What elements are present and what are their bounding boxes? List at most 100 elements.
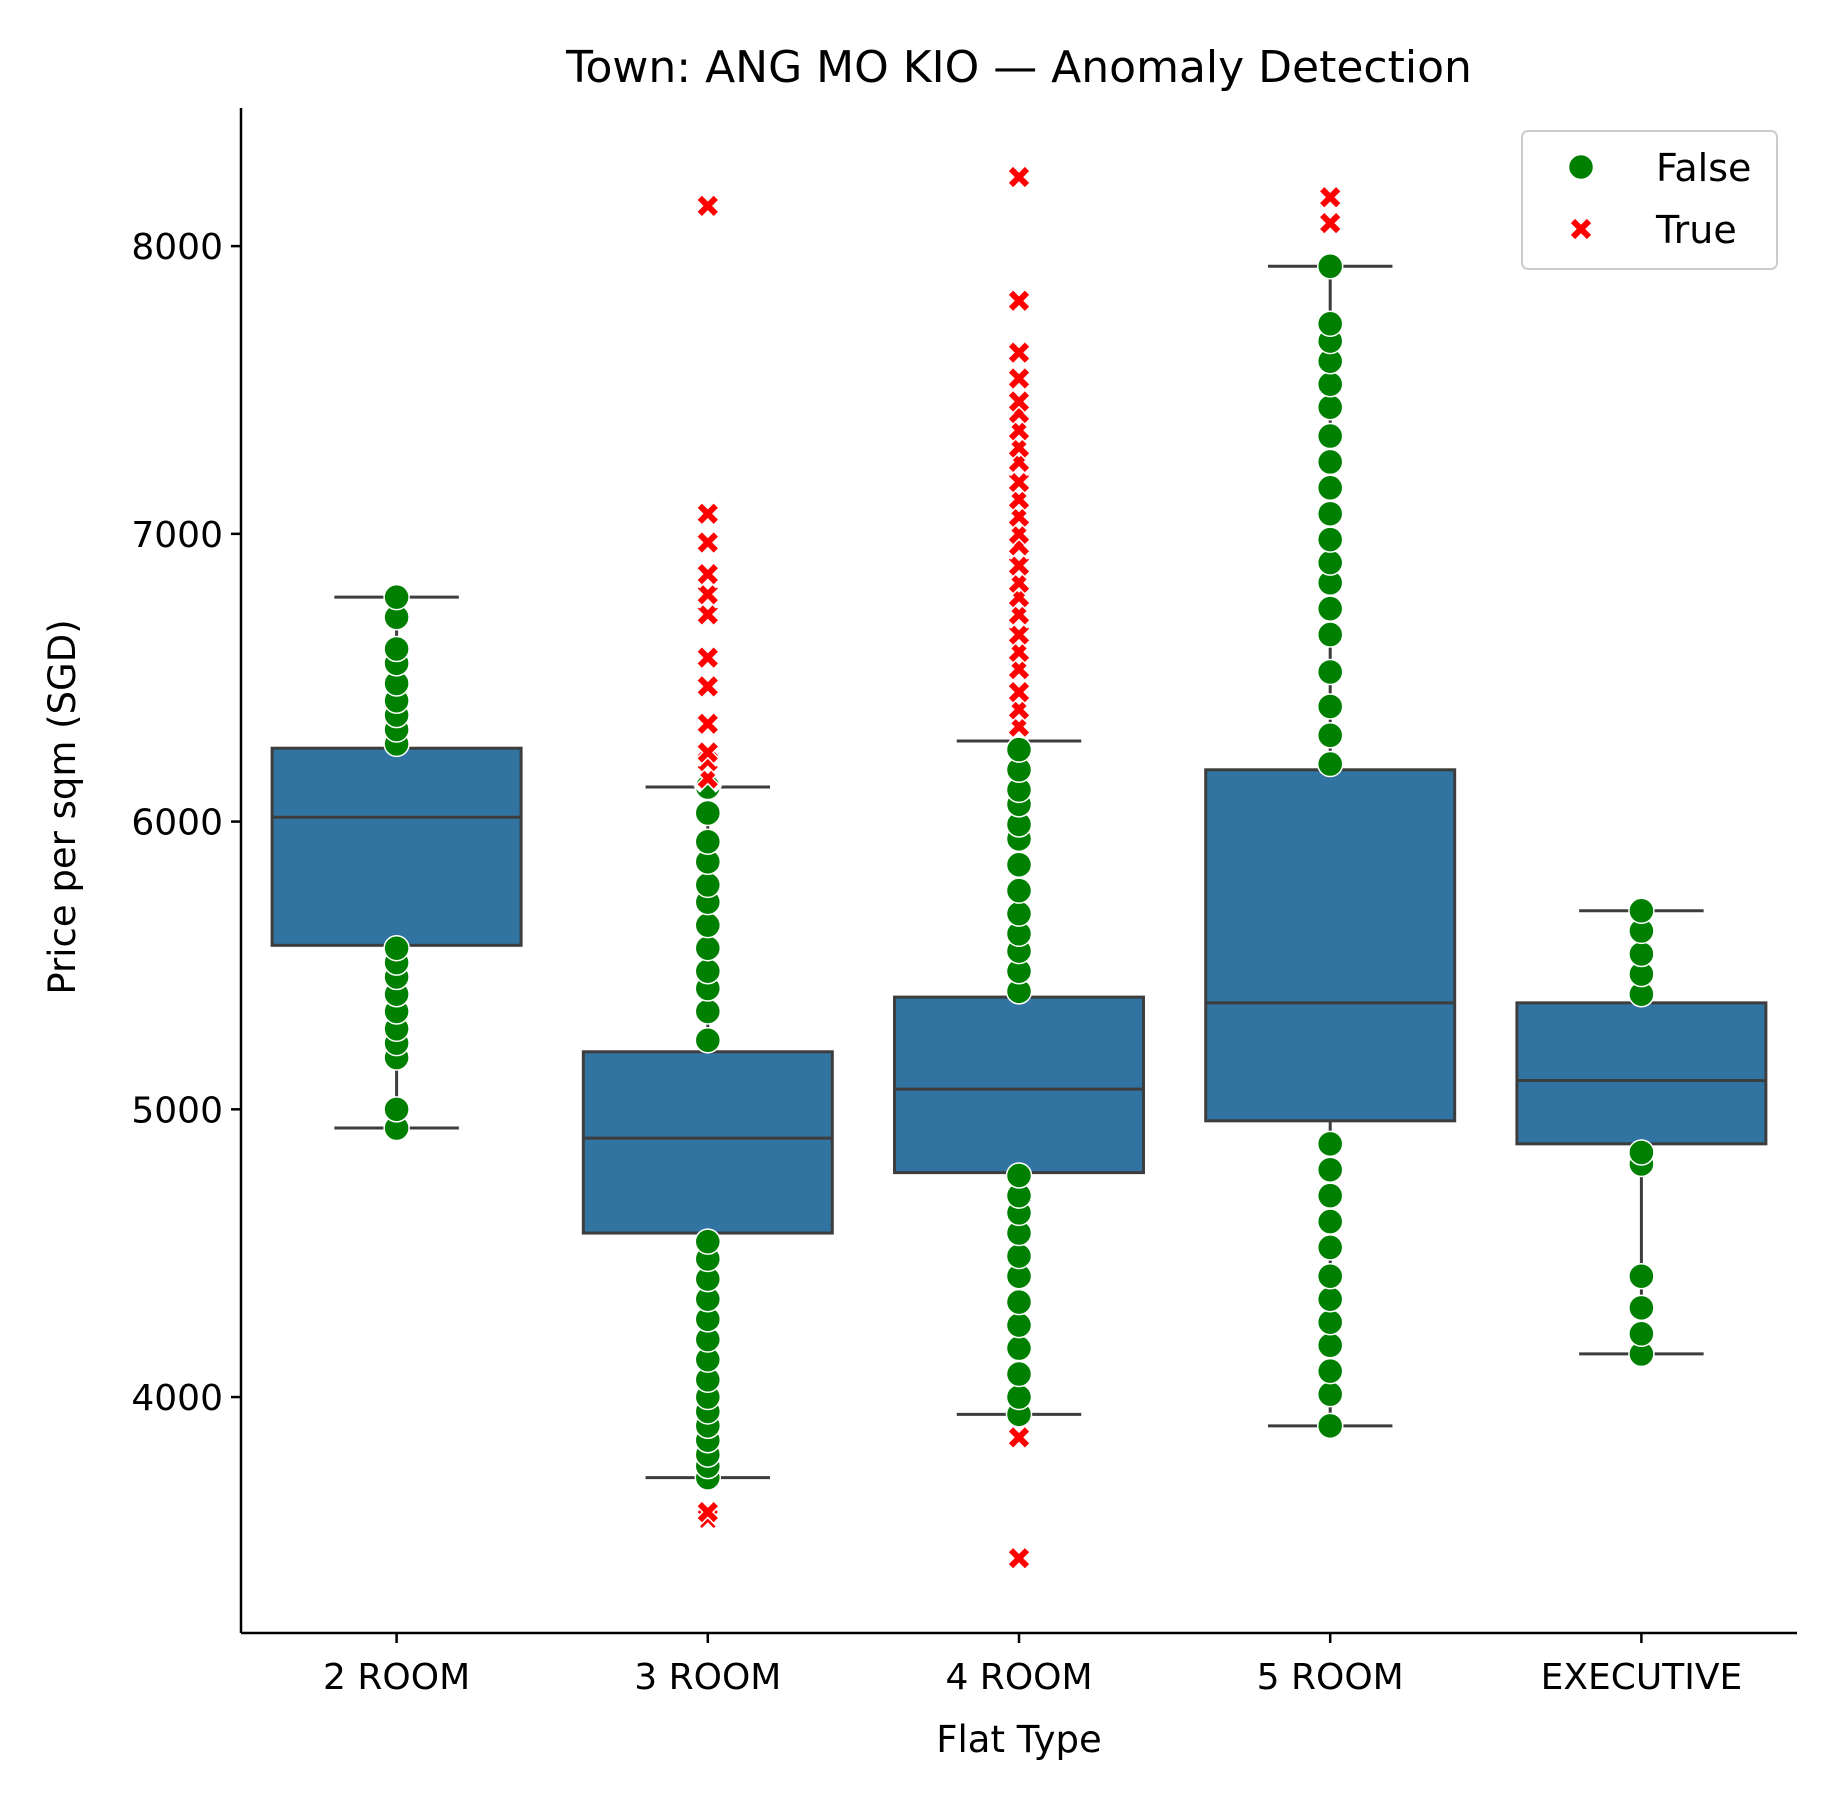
box-2-room <box>270 746 523 947</box>
normal-point-5-room <box>1316 448 1344 476</box>
normal-point-5-room <box>1316 621 1344 648</box>
normal-point-executive <box>1628 1294 1655 1322</box>
normal-point-5-room <box>1316 253 1344 280</box>
chart-title: Town: ANG MO KIO — Anomaly Detection <box>565 42 1472 93</box>
normal-point-5-room <box>1316 1262 1344 1290</box>
anomaly-point-4-room <box>1004 484 1034 514</box>
anomaly-point-3-room <box>693 191 723 221</box>
normal-point-3-room <box>694 1027 722 1054</box>
anomaly-point-5-room <box>1315 208 1345 238</box>
anomaly-point-4-room <box>1004 433 1034 462</box>
normal-point-4-room <box>1005 1242 1033 1270</box>
y-tick-label: 8000 <box>131 227 223 268</box>
anomaly-point-3-room <box>693 709 723 739</box>
normal-point-4-room <box>1005 1360 1033 1388</box>
anomaly-point-4-room <box>1004 338 1034 367</box>
normal-point-2-room <box>383 583 410 611</box>
anomaly-point-5-room <box>1315 182 1345 212</box>
anomaly-point-3-room <box>693 499 723 529</box>
box-4-room <box>893 995 1145 1175</box>
normal-point-5-room <box>1316 500 1344 527</box>
normal-point-3-room <box>694 1228 722 1255</box>
legend-marker-true <box>1566 214 1596 244</box>
normal-point-4-room <box>1005 1334 1033 1362</box>
x-tick-label: 3 ROOM <box>634 1657 781 1698</box>
normal-point-4-room <box>1005 1288 1033 1316</box>
anomaly-point-4-room <box>1004 387 1034 416</box>
normal-point-4-room <box>1005 1311 1033 1339</box>
plot-area: 4000 5000 6000 7000 8000 2 ROOM 3 ROOM 4 ROOM 5 … <box>131 108 1797 1698</box>
normal-point-5-room <box>1316 549 1344 576</box>
anomaly-point-3-room <box>693 643 723 672</box>
normal-point-5-room <box>1316 1285 1344 1313</box>
normal-point-5-room <box>1316 422 1344 450</box>
normal-point-5-room <box>1316 474 1344 502</box>
normal-point-3-room <box>694 828 722 855</box>
normal-point-4-room <box>1005 1162 1033 1189</box>
normal-point-5-room <box>1316 526 1344 553</box>
normal-point-4-room <box>1005 877 1033 904</box>
normal-point-5-room <box>1316 1380 1344 1408</box>
anomaly-point-3-room <box>693 600 723 629</box>
normal-point-4-room <box>1005 736 1033 763</box>
y-tick-label: 4000 <box>131 1378 223 1419</box>
anomaly-point-3-room <box>693 579 723 609</box>
normal-point-4-room <box>1005 851 1033 878</box>
normal-point-3-room <box>694 934 722 962</box>
legend: False True <box>1521 130 1778 270</box>
x-axis-label: Flat Type <box>936 1718 1102 1761</box>
normal-point-executive <box>1628 1139 1655 1166</box>
anomaly-point-4-room <box>1004 654 1034 684</box>
normal-point-5-room <box>1316 658 1344 686</box>
normal-point-2-room <box>383 934 410 962</box>
anomaly-point-3-room <box>693 671 723 701</box>
anomaly-point-4-room <box>1004 620 1034 649</box>
normal-point-3-room <box>694 911 722 939</box>
normal-point-5-room <box>1316 1182 1344 1209</box>
y-tick-label: 7000 <box>131 515 223 556</box>
normal-point-2-room <box>383 1096 410 1123</box>
normal-point-5-room <box>1316 1208 1344 1235</box>
normal-point-5-room <box>1316 595 1344 622</box>
box-3-room <box>581 1050 834 1235</box>
box-5-room <box>1204 768 1457 1123</box>
normal-point-3-room <box>694 799 722 827</box>
anomaly-point-4-room <box>1004 286 1034 316</box>
x-tick-label: 2 ROOM <box>323 1657 470 1698</box>
normal-point-executive <box>1628 940 1655 968</box>
anomaly-point-3-room <box>693 1497 723 1527</box>
normal-point-5-room <box>1316 310 1344 338</box>
anomaly-point-4-room <box>1004 1543 1034 1573</box>
box-executive <box>1515 1001 1768 1146</box>
legend-marker-false <box>1567 153 1595 181</box>
normal-point-executive <box>1628 1262 1655 1290</box>
anomaly-point-4-room <box>1004 677 1034 707</box>
anomaly-point-4-room <box>1004 364 1034 393</box>
anomaly-point-4-room <box>1004 695 1034 724</box>
normal-point-4-room <box>1005 900 1033 927</box>
anomaly-point-4-room <box>1004 1422 1034 1452</box>
normal-point-5-room <box>1316 1357 1344 1385</box>
x-tick-label: 5 ROOM <box>1257 1657 1404 1698</box>
normal-point-5-room <box>1316 1308 1344 1336</box>
normal-point-3-room <box>694 998 722 1025</box>
y-tick-label: 5000 <box>131 1090 223 1131</box>
normal-point-5-room <box>1316 370 1344 398</box>
anomaly-point-3-room <box>693 738 723 767</box>
normal-point-5-room <box>1316 1156 1344 1183</box>
legend-label-false: False <box>1656 146 1751 190</box>
normal-point-4-room <box>1005 1383 1033 1411</box>
anomaly-point-4-room <box>1004 568 1034 598</box>
normal-point-executive <box>1628 897 1655 925</box>
legend-label-true: True <box>1655 208 1737 252</box>
anomaly-point-4-room <box>1004 712 1034 741</box>
anomaly-point-4-room <box>1004 637 1034 667</box>
anomaly-point-4-room <box>1004 551 1034 580</box>
anomaly-point-4-room <box>1004 162 1034 192</box>
anomaly-point-4-room <box>1004 600 1034 629</box>
anomaly-point-4-room <box>1004 415 1034 445</box>
normal-point-3-room <box>694 871 722 899</box>
normal-point-2-room <box>383 635 410 663</box>
normal-point-5-room <box>1316 1234 1344 1261</box>
